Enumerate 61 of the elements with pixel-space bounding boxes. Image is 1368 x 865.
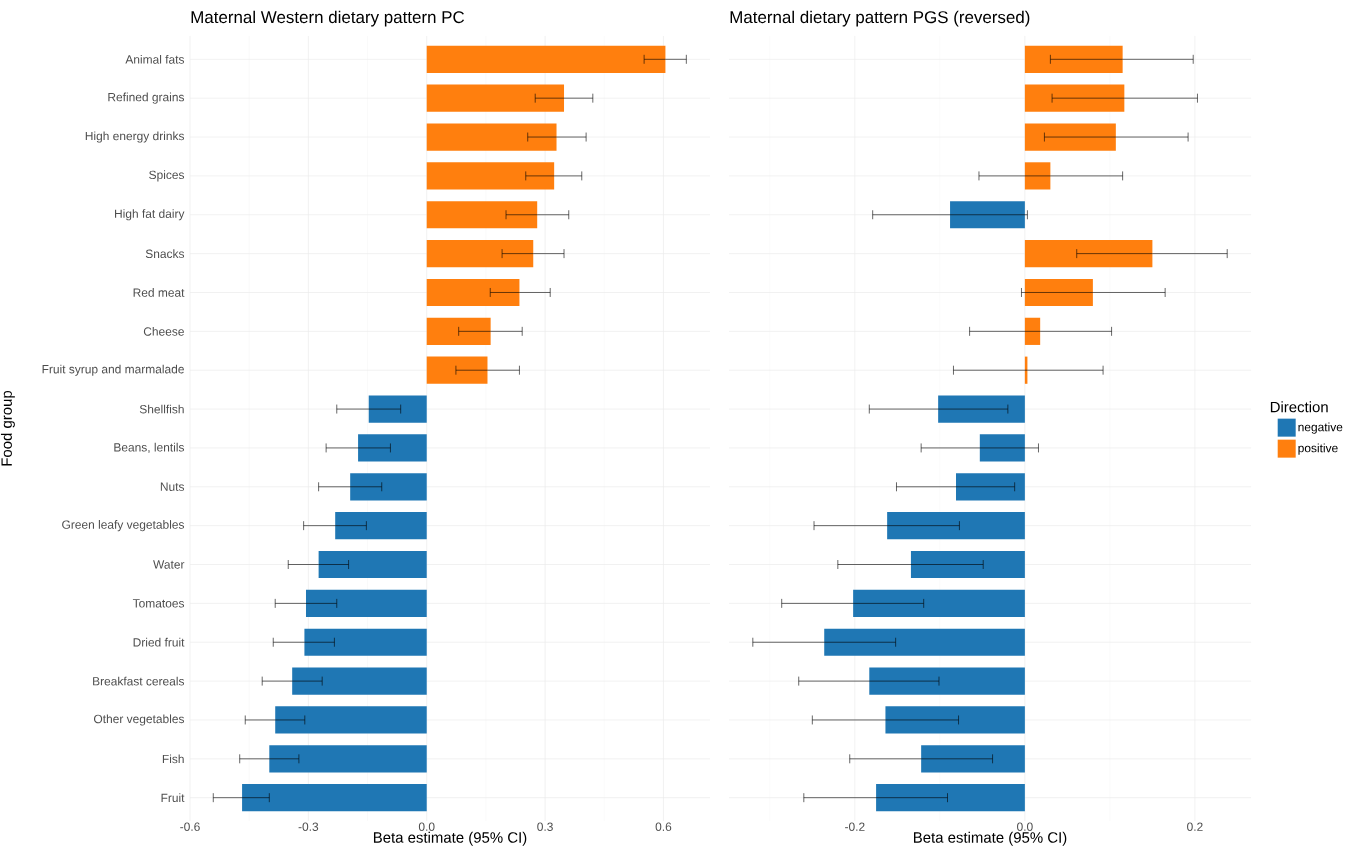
bar — [426, 84, 565, 112]
legend-label: positive — [1298, 443, 1338, 455]
y-tick-label: Other vegetables — [93, 714, 185, 726]
y-tick-label: Fruit syrup and marmalade — [42, 364, 184, 376]
x-tick-label: 0.3 — [537, 822, 553, 831]
bar — [426, 45, 666, 73]
y-tick-label: Snacks — [145, 249, 185, 258]
bar — [1024, 317, 1041, 345]
bar — [426, 201, 538, 229]
y-tick-label: Fruit — [161, 793, 185, 803]
bar — [305, 589, 427, 617]
y-tick-label: Tomatoes — [132, 599, 185, 608]
bar — [426, 123, 557, 151]
x-tick-label: 0.0 — [418, 822, 435, 831]
x-tick-label: 0.2 — [1187, 822, 1203, 831]
y-tick-label: Red meat — [133, 288, 185, 297]
bar — [304, 628, 427, 656]
y-tick-label: Nuts — [160, 482, 185, 491]
bar — [275, 706, 427, 734]
y-tick-label: Shellfish — [139, 404, 184, 414]
y-tick-label: Green leafy vegetables — [62, 520, 185, 532]
y-tick-label: Dried fruit — [133, 637, 185, 647]
y-tick-label: High fat dairy — [115, 209, 185, 221]
y-tick-label: Fish — [162, 754, 184, 764]
bar — [426, 278, 520, 307]
bar — [426, 317, 491, 345]
bar — [876, 784, 1025, 812]
y-axis-title: Food group — [0, 390, 15, 466]
y-tick-label: Water — [153, 560, 185, 569]
bar — [335, 512, 427, 540]
bar — [426, 162, 555, 190]
y-tick-label: Animal fats — [125, 54, 185, 64]
bar — [292, 667, 427, 695]
bar — [426, 240, 534, 268]
bar — [318, 550, 427, 579]
x-axis-title: Beta estimate (95% CI) — [373, 831, 527, 846]
x-tick-label: -0.6 — [180, 822, 200, 831]
bar — [242, 784, 427, 812]
y-tick-label: Breakfast cereals — [93, 676, 185, 686]
bar — [824, 628, 1025, 656]
x-tick-label: -0.2 — [845, 822, 865, 831]
y-tick-label: Spices — [149, 170, 185, 182]
chart-title: Maternal Western dietary pattern PC — [191, 10, 465, 27]
bar — [853, 589, 1025, 617]
bar — [1024, 162, 1051, 190]
bar — [358, 434, 427, 462]
y-tick-label: Cheese — [143, 326, 184, 336]
y-tick-label: High energy drinks — [85, 131, 185, 143]
x-axis-title: Beta estimate (95% CI) — [913, 831, 1067, 846]
bar — [269, 745, 427, 773]
bar — [350, 473, 427, 501]
legend-label: negative — [1298, 422, 1343, 434]
x-tick-label: 0.6 — [655, 822, 672, 831]
y-tick-label: Refined grains — [108, 92, 185, 104]
legend-title: Direction — [1270, 401, 1328, 413]
bar — [979, 434, 1025, 462]
y-tick-label: Beans, lentils — [114, 442, 185, 454]
x-tick-label: 0.0 — [1017, 822, 1033, 831]
bar — [869, 667, 1025, 695]
x-tick-label: -0.3 — [298, 822, 319, 831]
chart-title: Maternal dietary pattern PGS (reversed) — [730, 10, 1030, 27]
